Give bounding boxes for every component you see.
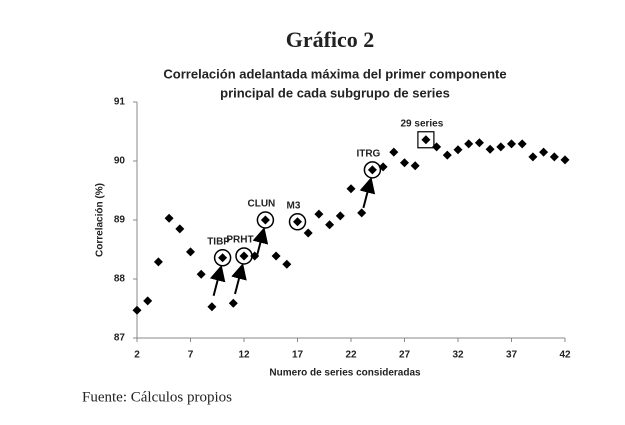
y-tick-label: 88 [114, 274, 126, 285]
y-axis-label: Correlación (%) [95, 183, 106, 257]
point [143, 296, 153, 306]
point [153, 257, 163, 267]
point [528, 152, 538, 162]
point [132, 305, 142, 315]
annotation-label: CLUN [248, 199, 276, 210]
y-tick-label: 90 [114, 156, 126, 167]
point [228, 298, 238, 308]
point [335, 211, 345, 221]
source: Fuente: Cálculos propios [82, 389, 232, 405]
x-tick-label: 12 [238, 350, 250, 361]
x-tick-label: 42 [559, 350, 571, 361]
annotation-arrow [359, 176, 376, 209]
annotation-arrow [231, 263, 247, 295]
point [367, 165, 377, 175]
x-tick-label: 37 [506, 350, 518, 361]
point [282, 259, 292, 269]
point [400, 158, 409, 168]
point [325, 220, 335, 230]
point [196, 269, 206, 279]
y-tick-label: 87 [114, 333, 126, 344]
point [207, 302, 217, 312]
point [517, 139, 527, 149]
y-tick-label: 89 [114, 215, 126, 226]
annotation-marker [288, 213, 307, 231]
point [389, 147, 399, 157]
annotation-arrow [209, 264, 226, 297]
point [314, 209, 324, 219]
point [442, 150, 452, 160]
point [410, 161, 420, 171]
point [346, 184, 356, 194]
annotation-arrow [252, 227, 269, 259]
point [464, 139, 474, 149]
point [175, 224, 185, 234]
x-axis-label: Numero de series consideradas [269, 368, 421, 379]
point [507, 139, 516, 149]
point [485, 144, 495, 154]
point [260, 215, 270, 225]
point [539, 147, 549, 157]
x-tick-label: 27 [399, 350, 411, 361]
point [496, 142, 506, 152]
x-tick-label: 7 [188, 350, 194, 361]
annotation-marker [417, 131, 435, 149]
point [303, 228, 313, 238]
annotation-label: 29 series [400, 118, 443, 129]
point [164, 213, 174, 223]
point [271, 251, 281, 261]
point [549, 152, 559, 162]
x-tick-label: 32 [452, 350, 464, 361]
point [293, 217, 302, 227]
annotation-label: ITRG [356, 148, 380, 159]
point [357, 208, 367, 218]
point [560, 155, 570, 165]
annotation-label: PRHT [226, 235, 253, 246]
point [186, 247, 195, 257]
y-tick-label: 91 [114, 97, 126, 108]
x-tick-label: 17 [292, 350, 304, 361]
point [453, 145, 463, 155]
annotation-label: M3 [287, 200, 301, 211]
chart-title: Correlación adelantada máxima del primer… [163, 66, 506, 81]
chart-title: principal de cada subgrupo de series [220, 85, 450, 100]
heading: Gráfico 2 [286, 27, 375, 52]
x-tick-label: 2 [134, 350, 140, 361]
point [239, 251, 249, 261]
point [474, 138, 484, 148]
x-tick-label: 22 [345, 350, 357, 361]
point [421, 135, 431, 145]
point [218, 253, 228, 263]
annotation-label: TIBP [207, 236, 230, 247]
